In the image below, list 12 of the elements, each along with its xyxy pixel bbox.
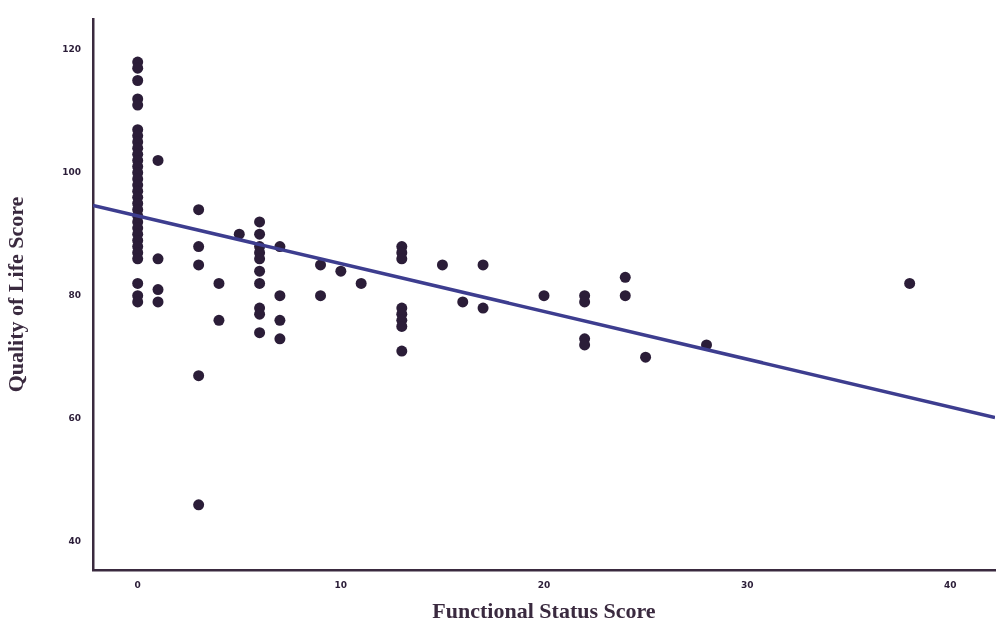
y-tick-label: 80 [68,290,81,301]
y-axis-title: Quality of Life Score [2,196,28,393]
x-axis-title: Functional Status Score [432,598,656,624]
y-tick-label: 40 [68,536,81,547]
x-tick-label: 30 [740,579,754,590]
x-tick-label: 0 [134,579,141,590]
y-tick-label: 120 [62,44,81,55]
x-tick-label: 20 [537,579,551,590]
y-tick-label: 60 [68,413,81,424]
y-tick-label: 100 [62,167,81,178]
x-tick-label: 40 [944,579,957,590]
x-tick-label: 10 [334,579,348,590]
